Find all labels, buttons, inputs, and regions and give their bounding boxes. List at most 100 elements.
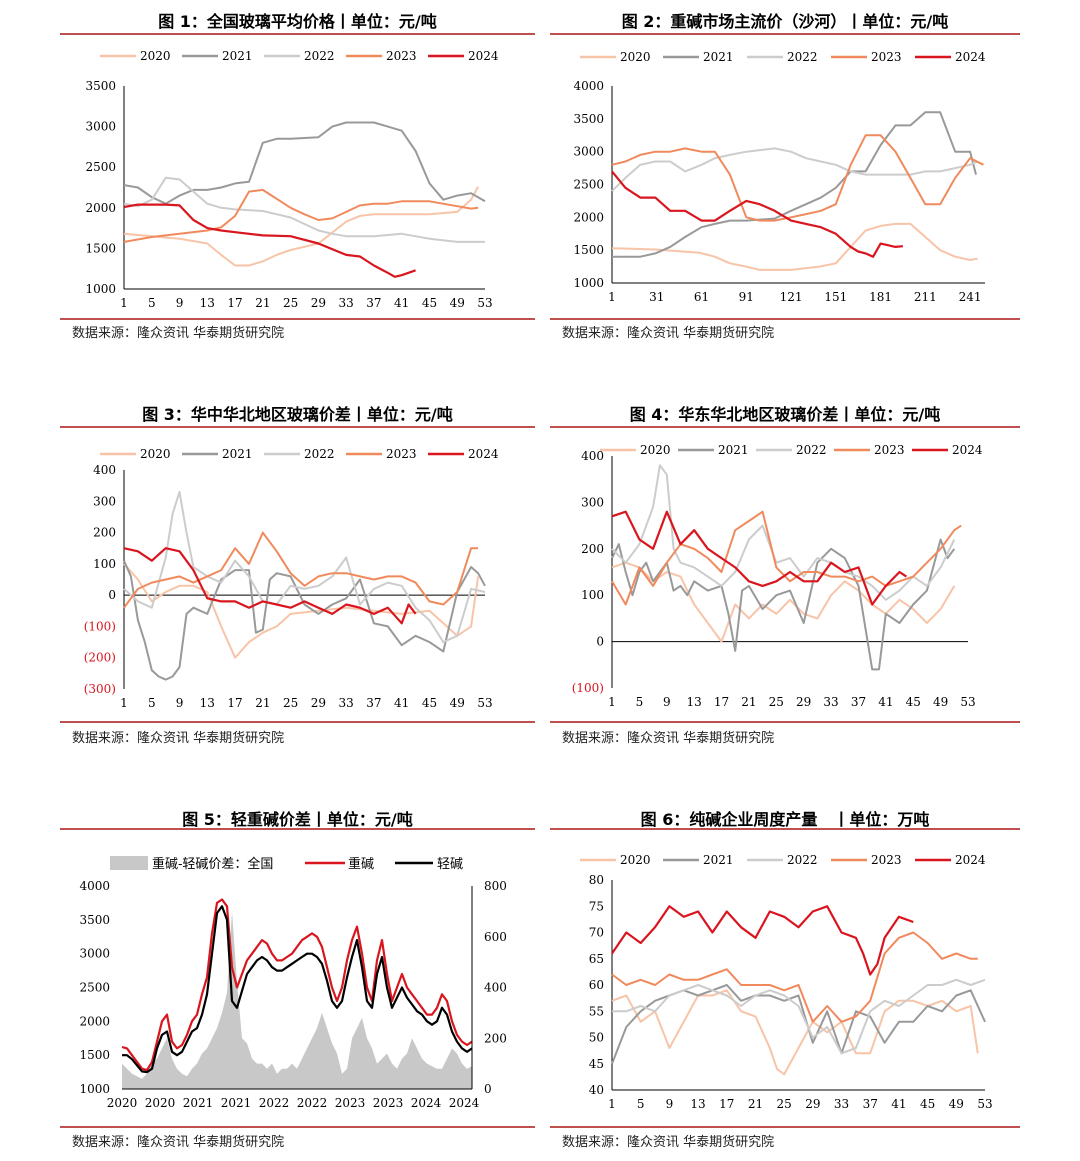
x-tick-label: 13 <box>690 1097 705 1111</box>
y-tick-label: 400 <box>93 463 116 477</box>
y-tick-label: 100 <box>581 588 604 602</box>
x-tick-label: 61 <box>694 290 709 304</box>
x-tick-label: 49 <box>949 1097 964 1111</box>
x-tick-label: 181 <box>869 290 892 304</box>
legend-label: 2023 <box>386 447 417 461</box>
series-line-2021 <box>611 538 956 671</box>
chart-title: 图 5：轻重碱价差丨单位：元/吨 <box>182 810 413 829</box>
x-tick-label: 2020 <box>107 1096 138 1110</box>
series-area-spread <box>122 911 472 1089</box>
x-tick-label: 45 <box>422 296 437 310</box>
legend-label-heavy: 重碱 <box>348 856 374 872</box>
legend-label: 2021 <box>718 443 749 457</box>
series-line-2022 <box>123 176 485 243</box>
legend-label: 2020 <box>140 49 171 63</box>
bottom-rule <box>60 318 535 320</box>
legend-label: 2024 <box>955 853 986 867</box>
x-tick-label: 9 <box>176 696 184 710</box>
legend-label: 2021 <box>703 853 734 867</box>
x-tick-label: 25 <box>283 296 298 310</box>
chart-title: 图 6：纯碱企业周度产量 丨单位：万吨 <box>640 810 930 829</box>
chart-3-svg: 2020 2021 2022 2023 2024 (300) (200) (100) 0 100 2… <box>84 447 499 710</box>
legend-label: 2020 <box>620 853 651 867</box>
x-tick-label: 2023 <box>373 1096 404 1110</box>
y-tick-label: 50 <box>589 1031 604 1045</box>
chart-5-svg: 重碱-轻碱价差：全国 重碱 轻碱10001500200025003000350040… <box>79 856 507 1110</box>
bottom-rule <box>550 721 1020 723</box>
x-tick-label: 151 <box>824 290 847 304</box>
y-tick-label: 400 <box>581 449 604 463</box>
legend-label: 2020 <box>620 50 651 64</box>
source-note: 数据来源：隆众资讯 华泰期货研究院 <box>72 326 285 341</box>
x-tick-label: 13 <box>687 695 702 709</box>
y-tick-label: (100) <box>84 619 116 633</box>
x-tick-label: 5 <box>636 695 644 709</box>
legend-label: 2024 <box>955 50 986 64</box>
x-tick-label: 53 <box>960 695 975 709</box>
title-rule <box>60 426 535 428</box>
chart-6-svg: 2020 2021 2022 2023 2024 40 45 50 55 60 65 70 75 80 1 5… <box>580 853 993 1111</box>
y-tick-label: 75 <box>589 899 604 913</box>
x-tick-label: 53 <box>477 696 492 710</box>
y-tick-label: 3000 <box>573 145 604 159</box>
source-note: 数据来源：隆众资讯 华泰期货研究院 <box>72 1135 285 1150</box>
x-tick-label: 2021 <box>221 1096 252 1110</box>
series-line-2020 <box>123 563 480 659</box>
series-line-2020 <box>611 989 979 1076</box>
y-tick-label-left: 1500 <box>79 1048 110 1062</box>
bottom-rule <box>60 1126 535 1128</box>
x-tick-label: 2024 <box>449 1096 480 1110</box>
y-tick-label: 3500 <box>573 112 604 126</box>
y-tick-label: 4000 <box>573 79 604 93</box>
x-tick-label: 37 <box>863 1097 878 1111</box>
y-tick-label-left: 1000 <box>79 1082 110 1096</box>
series-line-2024 <box>611 905 914 976</box>
x-tick-label: 41 <box>394 696 409 710</box>
x-tick-label: 29 <box>311 296 326 310</box>
x-tick-label: 13 <box>200 296 215 310</box>
legend-label: 2023 <box>871 853 902 867</box>
series-line-2023 <box>123 531 479 609</box>
y-tick-label: 1500 <box>85 241 116 255</box>
y-tick-label: 65 <box>589 952 604 966</box>
x-tick-label: 241 <box>959 290 982 304</box>
y-tick-label: 55 <box>589 1004 604 1018</box>
y-tick-label: 1000 <box>573 276 604 290</box>
bottom-rule <box>550 1126 1020 1128</box>
bottom-rule <box>60 721 535 723</box>
x-tick-label: 37 <box>366 296 381 310</box>
x-tick-label: 25 <box>777 1097 792 1111</box>
x-tick-label: 17 <box>719 1097 734 1111</box>
x-tick-label: 17 <box>714 695 729 709</box>
series-line-2020 <box>123 186 479 267</box>
x-tick-label: 33 <box>823 695 838 709</box>
y-tick-label-left: 2500 <box>79 981 110 995</box>
y-tick-label: 2500 <box>573 178 604 192</box>
legend-label: 2022 <box>304 447 335 461</box>
x-tick-label: 41 <box>878 695 893 709</box>
series-line-heavy <box>121 898 473 1072</box>
legend-swatch-spread <box>110 856 148 870</box>
x-tick-label: 1 <box>608 290 616 304</box>
legend-label: 2024 <box>468 49 499 63</box>
x-tick-label: 21 <box>748 1097 763 1111</box>
y-tick-label: 70 <box>589 926 604 940</box>
y-tick-label: 1500 <box>573 243 604 257</box>
chart-1-svg: 2020 2021 2022 2023 2024 1000 1500 2000 2500 3000… <box>85 49 499 310</box>
y-tick-label: 2000 <box>85 201 116 215</box>
y-tick-label-right: 200 <box>484 1031 507 1045</box>
y-tick-label-left: 4000 <box>79 879 110 893</box>
y-tick-label-left: 3500 <box>79 913 110 927</box>
y-tick-label: 0 <box>596 635 604 649</box>
series-line-2021 <box>612 111 977 258</box>
x-tick-label: 53 <box>977 1097 992 1111</box>
chart-title: 图 3：华中华北地区玻璃价差丨单位：元/吨 <box>142 405 453 424</box>
series-line-2022 <box>611 464 956 601</box>
x-tick-label: 17 <box>227 696 242 710</box>
legend-label-spread: 重碱-轻碱价差：全国 <box>152 856 273 872</box>
title-rule <box>60 828 535 830</box>
x-tick-label: 2021 <box>183 1096 214 1110</box>
title-rule <box>550 828 1020 830</box>
x-tick-label: 1 <box>608 1097 616 1111</box>
x-tick-label: 29 <box>805 1097 820 1111</box>
